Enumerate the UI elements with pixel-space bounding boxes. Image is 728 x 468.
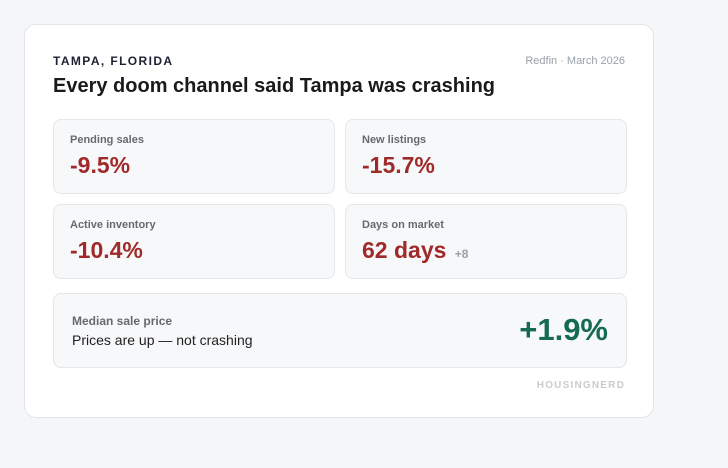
metric-active-inventory: Active inventory -10.4% [53, 204, 335, 279]
highlight-median-sale-price: Median sale price Prices are up — not cr… [53, 293, 627, 368]
metric-value: -15.7% [362, 152, 435, 178]
metric-label: Days on market [362, 219, 444, 231]
highlight-label: Median sale price [72, 314, 173, 328]
metric-pending-sales: Pending sales -9.5% [53, 119, 335, 194]
highlight-subtitle: Prices are up — not crashing [72, 332, 253, 348]
highlight-value: +1.9% [519, 312, 608, 347]
metric-label: New listings [362, 134, 427, 146]
metric-days-on-market: Days on market 62 days +8 [345, 204, 627, 279]
market-card: TAMPA, FLORIDA Redfin · March 2026 Every… [24, 24, 654, 418]
card-title: Every doom channel said Tampa was crashi… [53, 75, 496, 97]
metric-value: -10.4% [70, 237, 143, 263]
metric-label: Active inventory [70, 219, 156, 231]
metric-delta: +8 [454, 247, 469, 261]
metric-new-listings: New listings -15.7% [345, 119, 627, 194]
metric-value: 62 days +8 [362, 237, 469, 263]
location-label: TAMPA, FLORIDA [53, 54, 174, 68]
brand-watermark: HOUSINGNERD [536, 380, 625, 391]
metric-label: Pending sales [70, 134, 144, 146]
source-label: Redfin · March 2026 [525, 55, 625, 67]
metric-value: -9.5% [70, 152, 131, 178]
